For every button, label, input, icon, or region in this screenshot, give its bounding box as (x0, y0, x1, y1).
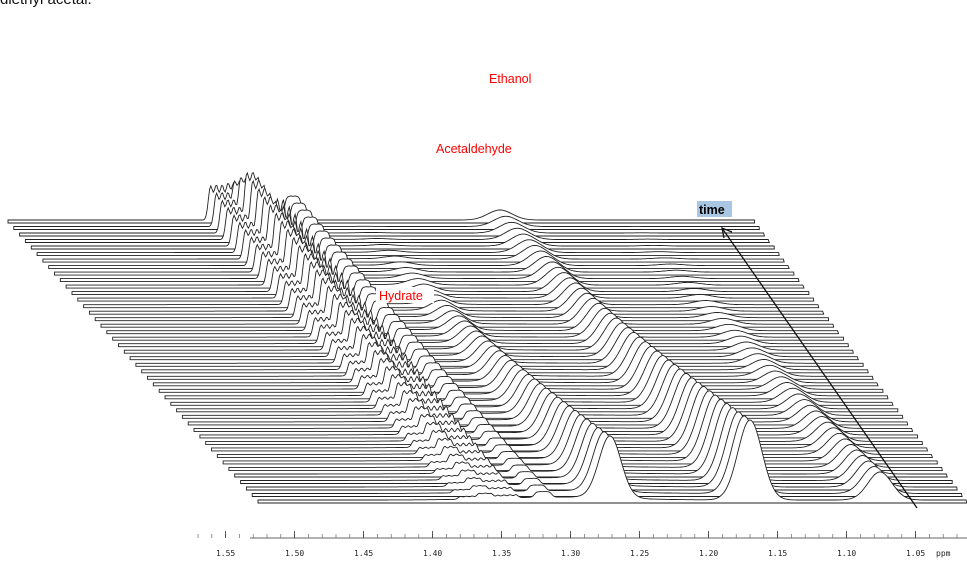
spectrum-trace (65, 228, 805, 289)
spectrum-trace (83, 252, 820, 309)
spectrum-trace (59, 220, 800, 283)
spectrum-trace (13, 180, 760, 230)
ppm-tick-label: 1.35 (492, 549, 511, 558)
ppm-tick-label: 1.05 (906, 549, 925, 558)
ppm-tick-label: 1.55 (216, 549, 235, 558)
figure-caption: diethyl acetal. (0, 0, 92, 8)
spectrum-trace (54, 212, 795, 276)
ppm-tick-label: 1.45 (354, 549, 373, 558)
ppm-axis: 1.55 1.50 1.45 1.40 1.35 1.30 1.25 1.20 1.15 1.10… (197, 531, 967, 558)
ppm-axis-label: ppm (936, 549, 951, 558)
time-arrowhead (721, 226, 733, 239)
spectrum-trace (24, 171, 770, 243)
ppm-tick-label: 1.10 (837, 549, 856, 558)
ppm-tick-label: 1.20 (699, 549, 718, 558)
acetaldehyde-label: Acetaldehyde (436, 142, 512, 156)
spectrum-trace (94, 269, 830, 322)
ppm-major-ticks: 1.55 1.50 1.45 1.40 1.35 1.30 1.25 1.20 1.15 1.10… (216, 531, 925, 558)
spectrum-trace (30, 179, 775, 250)
ethanol-label: Ethanol (489, 72, 531, 86)
time-axis-arrow (721, 226, 918, 509)
spectrum-trace (88, 261, 825, 315)
ppm-tick-label: 1.15 (768, 549, 787, 558)
spectrum-trace (19, 176, 765, 237)
spectrum-trace (257, 419, 967, 504)
time-label-highlight (697, 201, 732, 217)
spectrum-trace (77, 244, 815, 302)
spectrum-trace (48, 204, 790, 270)
spectrum-trace (71, 236, 810, 296)
spectrum-trace (36, 187, 780, 257)
ppm-tick-label: 1.40 (423, 549, 442, 558)
spectrum-trace (42, 195, 785, 263)
ppm-tick-label: 1.25 (630, 549, 649, 558)
peak-annotations: time Ethanol Acetaldehyde Hydrate (376, 70, 732, 303)
spectrum-trace (7, 181, 755, 224)
ppm-minor-ticks (197, 534, 958, 538)
time-axis-line (721, 227, 918, 509)
hydrate-label-bg (376, 287, 434, 303)
hydrate-label: Hydrate (379, 289, 423, 303)
acetaldehyde-label-bg (433, 140, 531, 156)
ppm-tick-label: 1.50 (285, 549, 304, 558)
ppm-tick-label: 1.30 (561, 549, 580, 558)
spectrum-trace (100, 277, 835, 328)
spectrum-traces (7, 171, 967, 504)
ethanol-label-bg (486, 70, 542, 86)
time-axis-label: time (699, 203, 725, 217)
